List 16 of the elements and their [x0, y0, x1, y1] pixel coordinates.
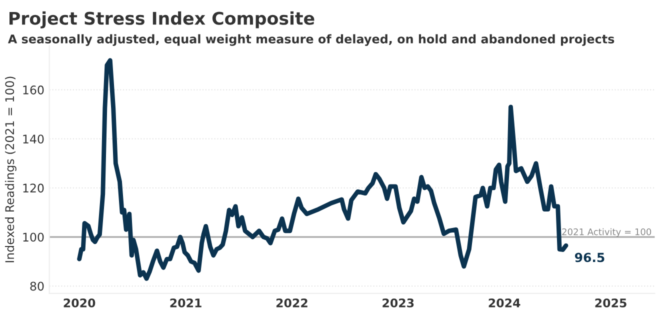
- y-tick-label: 140: [23, 134, 44, 144]
- chart-subtitle: A seasonally adjusted, equal weight measure of delayed, on hold and abandoned projects: [8, 34, 614, 46]
- annotation: 96.5: [574, 252, 604, 262]
- y-tick-label: 80: [30, 282, 44, 291]
- x-tick-label: 2023: [382, 298, 414, 308]
- x-tick-label: 2025: [595, 298, 626, 308]
- x-tick-label: 2022: [276, 298, 308, 308]
- y-tick-label: 160: [23, 86, 44, 94]
- x-tick-label: 2020: [64, 298, 96, 308]
- ref-line-label: 2021 Activity = 100: [562, 228, 652, 237]
- chart-title: Project Stress Index Composite: [9, 11, 314, 28]
- y-tick-label: 120: [23, 184, 44, 193]
- y-axis-title: Indexed Readings (2021 = 100): [4, 76, 16, 262]
- x-tick-label: 2024: [488, 298, 520, 308]
- x-tick-label: 2021: [170, 298, 202, 308]
- y-tick-label: 100: [23, 232, 44, 242]
